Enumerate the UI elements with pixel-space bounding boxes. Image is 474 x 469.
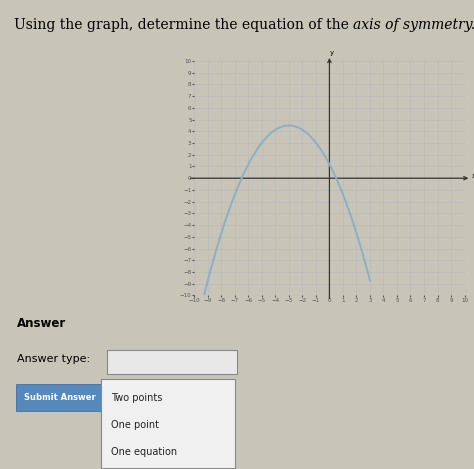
Text: y: y [330,50,334,56]
Text: Answer: Answer [17,317,66,330]
Text: Answer type:: Answer type: [17,354,90,364]
Text: One equation: One equation [111,447,177,457]
Text: axis of symmetry.: axis of symmetry. [353,18,474,32]
Text: Using the graph, determine the equation of the: Using the graph, determine the equation … [14,18,354,32]
Text: One point: One point [111,420,159,430]
FancyBboxPatch shape [107,350,237,374]
FancyBboxPatch shape [16,384,104,411]
Text: x: x [472,174,474,180]
FancyBboxPatch shape [101,378,235,468]
Text: Two points: Two points [111,393,162,403]
Text: Submit Answer: Submit Answer [24,393,96,402]
